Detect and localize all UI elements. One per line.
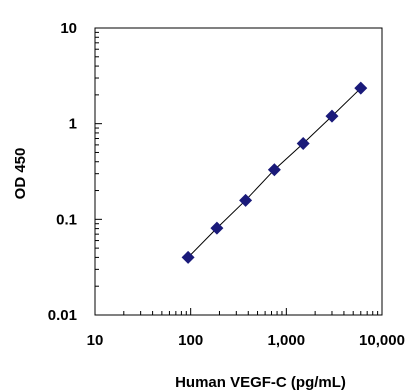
- y-tick-labels: 0.01 0.1 1 10: [48, 20, 77, 324]
- y-tick-label: 10: [60, 20, 77, 37]
- data-point-marker: [325, 109, 339, 123]
- plot-frame: [94, 27, 383, 316]
- x-tick-label: 10: [87, 332, 104, 349]
- data-point-marker: [296, 137, 310, 151]
- major-ticks: [94, 27, 383, 316]
- plot-area: [94, 27, 383, 316]
- data-point-marker: [354, 81, 368, 95]
- x-tick-label: 100: [178, 332, 203, 349]
- y-tick-label: 1: [69, 116, 77, 133]
- x-tick-label: 10,000: [359, 332, 405, 349]
- x-axis-title: Human VEGF-C (pg/mL): [175, 374, 346, 391]
- y-tick-label: 0.01: [48, 307, 77, 324]
- x-tick-labels: 10 100 1,000 10,000: [87, 332, 405, 349]
- x-tick-label: 1,000: [268, 332, 306, 349]
- y-tick-label: 0.1: [56, 211, 77, 228]
- data-point-marker: [267, 163, 281, 177]
- data-point-marker: [181, 250, 195, 264]
- data-point-marker: [239, 193, 253, 207]
- minor-ticks: [95, 31, 379, 315]
- y-axis-title: OD 450: [12, 148, 29, 200]
- data-point-marker: [210, 221, 224, 235]
- data-markers: [181, 81, 368, 264]
